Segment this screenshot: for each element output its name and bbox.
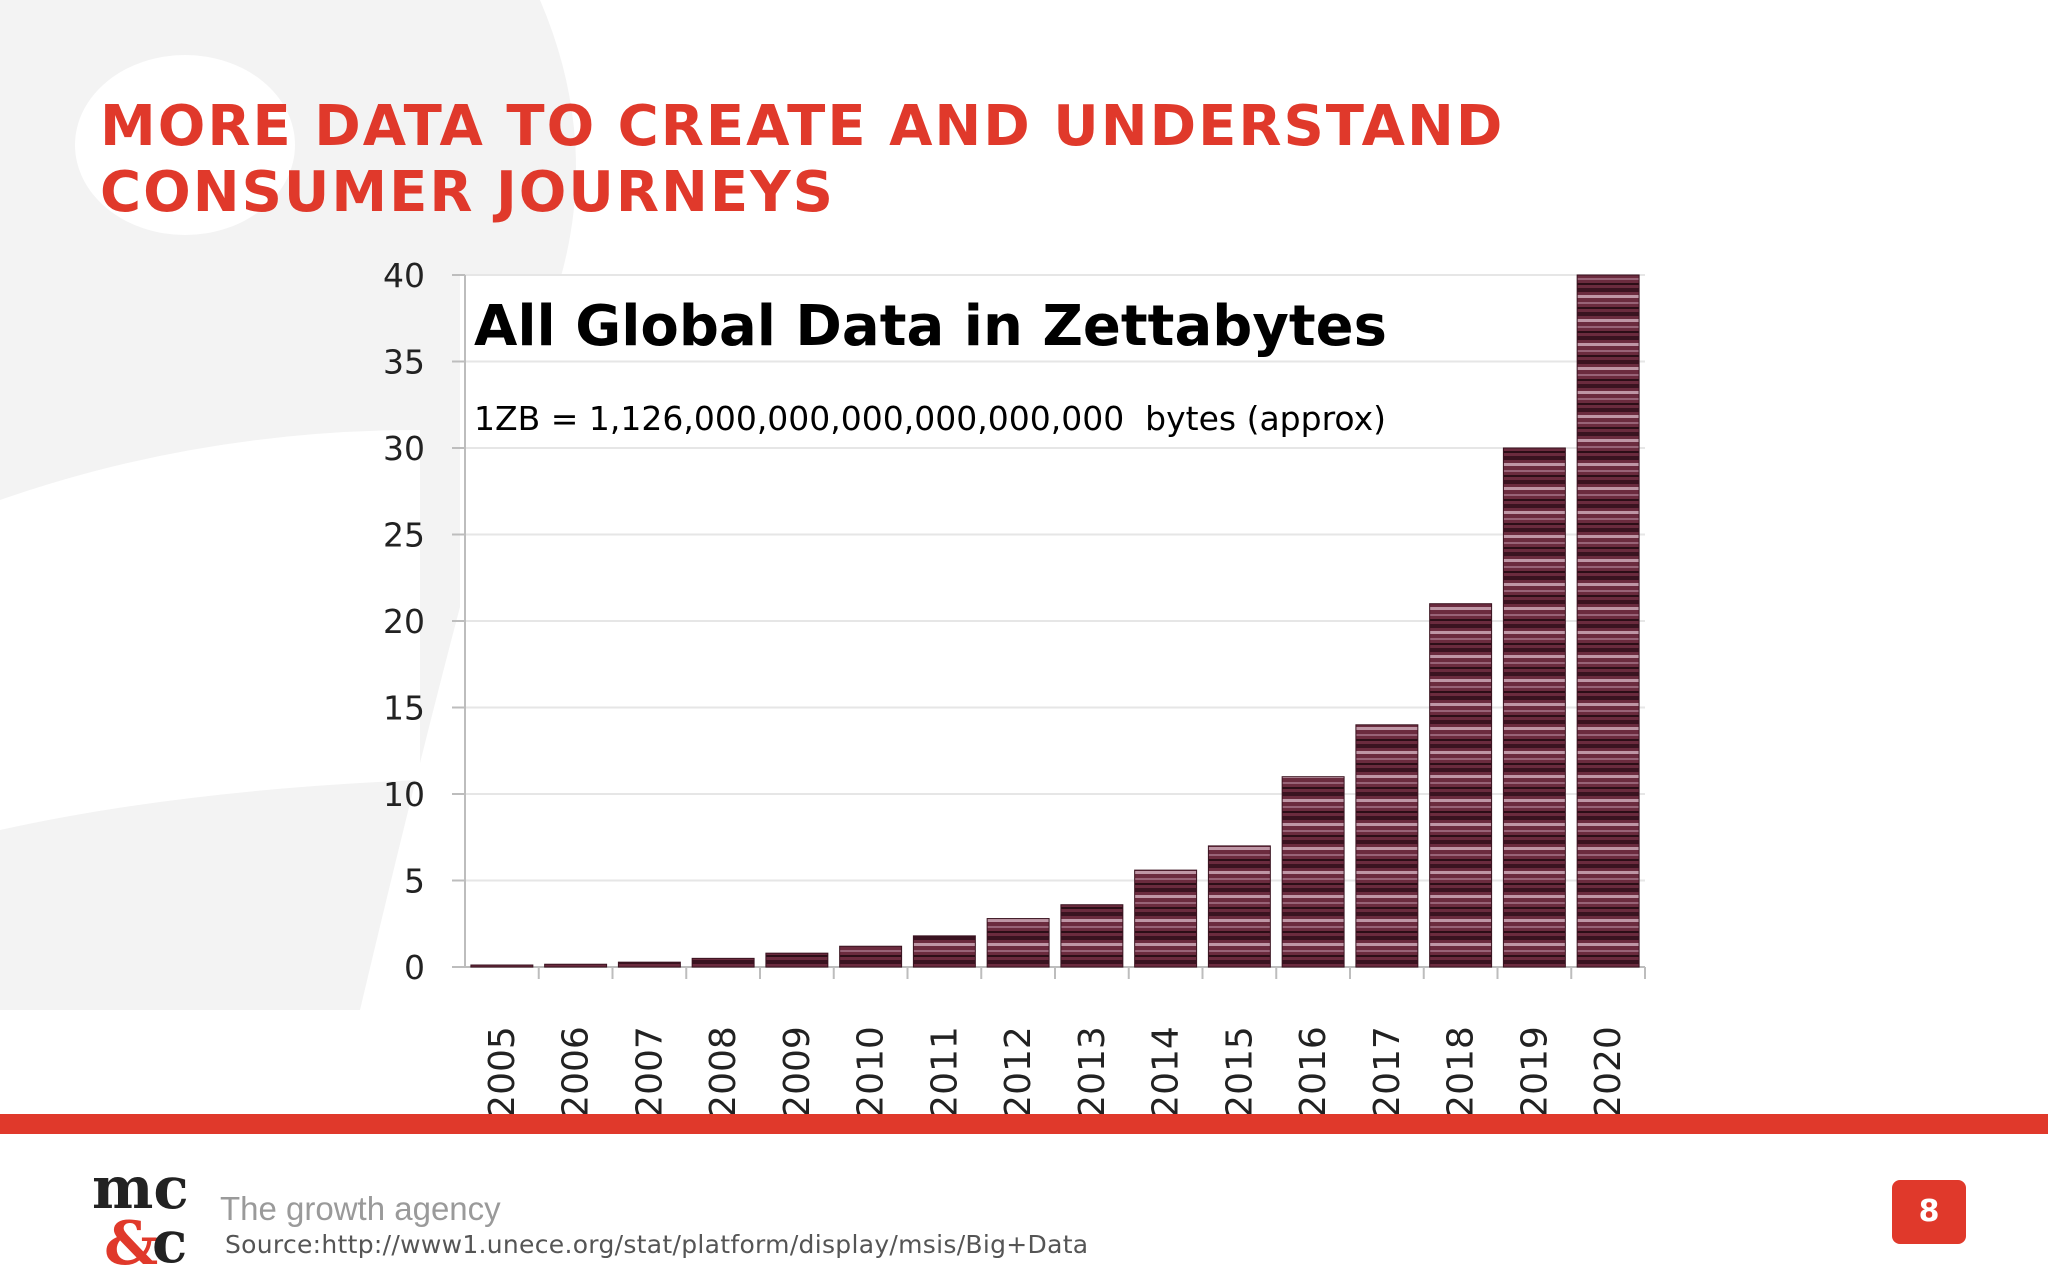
svg-text:mc: mc xyxy=(92,1158,189,1222)
x-tick-label: 2010 xyxy=(851,1026,892,1118)
x-tick-label: 2019 xyxy=(1514,1026,1555,1118)
page-number-badge: 8 xyxy=(1892,1180,1966,1244)
svg-text:&: & xyxy=(104,1209,158,1268)
tagline: The growth agency xyxy=(220,1190,501,1227)
y-tick-label: 10 xyxy=(383,775,425,814)
chart-subtitle: 1ZB = 1,126,000,000,000,000,000,000 byte… xyxy=(474,399,1386,438)
x-tick-label: 2016 xyxy=(1293,1026,1334,1118)
bar-2020 xyxy=(1576,274,1640,968)
bar-2006 xyxy=(544,963,608,968)
x-tick-label: 2013 xyxy=(1072,1026,1113,1118)
x-tick-label: 2018 xyxy=(1441,1026,1482,1118)
x-tick-label: 2007 xyxy=(629,1026,670,1118)
slide-title: MORE DATA TO CREATE AND UNDERSTAND CONSU… xyxy=(100,94,1800,226)
bar-2019 xyxy=(1502,447,1566,968)
bar-2007 xyxy=(617,961,681,968)
x-tick-label: 2011 xyxy=(924,1026,965,1118)
svg-text:c: c xyxy=(152,1208,187,1268)
y-tick-label: 15 xyxy=(383,689,425,728)
y-tick-label: 35 xyxy=(383,343,425,382)
footer-bar xyxy=(0,1114,2048,1134)
bar-2015 xyxy=(1207,845,1271,968)
x-tick-label: 2005 xyxy=(482,1026,523,1118)
y-tick-label: 5 xyxy=(404,862,425,901)
bar-2017 xyxy=(1355,724,1419,968)
x-tick-label: 2009 xyxy=(777,1026,818,1118)
x-tick-label: 2017 xyxy=(1367,1026,1408,1118)
bar-2016 xyxy=(1281,776,1345,968)
y-tick-label: 25 xyxy=(383,516,425,555)
source-text: Source:http://www1.unece.org/stat/platfo… xyxy=(225,1230,1089,1259)
x-tick-label: 2012 xyxy=(998,1026,1039,1118)
y-tick-label: 40 xyxy=(383,256,425,295)
bar-2012 xyxy=(986,918,1050,968)
bar-2011 xyxy=(912,935,976,968)
y-tick-label: 0 xyxy=(404,948,425,987)
x-tick-label: 2020 xyxy=(1588,1026,1629,1118)
bar-2013 xyxy=(1060,904,1124,968)
bar-2009 xyxy=(765,952,829,968)
mcc-logo: mc & c xyxy=(92,1158,189,1268)
x-tick-label: 2015 xyxy=(1219,1026,1260,1118)
slide-title-line-1: MORE DATA TO CREATE AND UNDERSTAND xyxy=(100,94,1505,159)
slide-title-line-2: CONSUMER JOURNEYS xyxy=(100,160,836,225)
bar-2008 xyxy=(691,957,755,968)
bar-2010 xyxy=(839,945,903,968)
y-tick-label: 20 xyxy=(383,602,425,641)
x-tick-label: 2008 xyxy=(703,1026,744,1118)
y-tick-label: 30 xyxy=(383,429,425,468)
bar-2014 xyxy=(1134,869,1198,968)
bar-2018 xyxy=(1429,603,1493,968)
x-tick-label: 2006 xyxy=(556,1026,597,1118)
x-tick-label: 2014 xyxy=(1146,1026,1187,1118)
bar-2005 xyxy=(470,964,534,968)
chart-title: All Global Data in Zettabytes xyxy=(474,294,1387,359)
